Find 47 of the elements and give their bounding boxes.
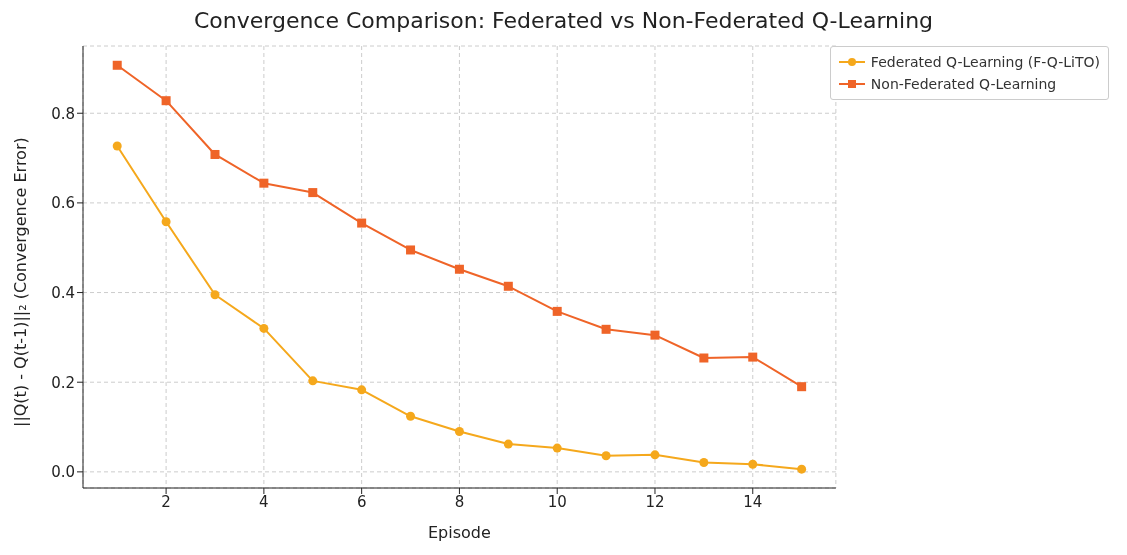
point	[161, 96, 171, 106]
y-tick-label: 0.6	[51, 194, 75, 213]
legend-label: Non-Federated Q-Learning	[870, 75, 1057, 94]
point	[308, 188, 318, 198]
point	[210, 149, 220, 159]
point	[406, 411, 416, 421]
point	[308, 376, 318, 386]
x-tick-label: 4	[259, 492, 269, 511]
point	[357, 385, 367, 395]
point	[503, 439, 513, 449]
point	[503, 281, 513, 291]
point	[797, 382, 807, 392]
y-tick-label: 0.0	[51, 463, 75, 482]
point	[748, 352, 758, 362]
y-axis-title: ||Q(t) - Q(t-1)||₂ (Convergence Error)	[10, 137, 30, 427]
point	[112, 60, 122, 70]
legend-label: Federated Q-Learning (F-Q-LiTO)	[870, 53, 1100, 72]
point	[699, 353, 709, 363]
point	[699, 457, 709, 467]
point	[601, 324, 611, 334]
point	[259, 323, 269, 333]
y-tick-label: 0.2	[51, 373, 75, 392]
point	[601, 451, 611, 461]
x-tick-label: 12	[645, 492, 665, 511]
point	[112, 141, 122, 151]
point	[259, 178, 269, 188]
point	[650, 450, 660, 460]
point	[210, 290, 220, 300]
x-axis-title: Episode	[428, 523, 491, 542]
point	[454, 264, 464, 274]
point	[797, 464, 807, 474]
point	[552, 443, 562, 453]
x-tick-label: 14	[743, 492, 763, 511]
point	[406, 245, 416, 255]
point	[748, 459, 758, 469]
point	[357, 218, 367, 228]
point	[650, 330, 660, 340]
point	[454, 427, 464, 437]
x-tick-label: 10	[547, 492, 567, 511]
point	[552, 306, 562, 316]
chart-title: Convergence Comparison: Federated vs Non-Federated Q-Learning	[192, 8, 935, 35]
y-tick-label: 0.8	[51, 104, 75, 123]
y-tick-label: 0.4	[51, 283, 75, 302]
x-tick-label: 2	[161, 492, 171, 511]
x-tick-label: 8	[454, 492, 465, 511]
x-tick-label: 6	[356, 492, 367, 511]
point	[161, 217, 171, 227]
